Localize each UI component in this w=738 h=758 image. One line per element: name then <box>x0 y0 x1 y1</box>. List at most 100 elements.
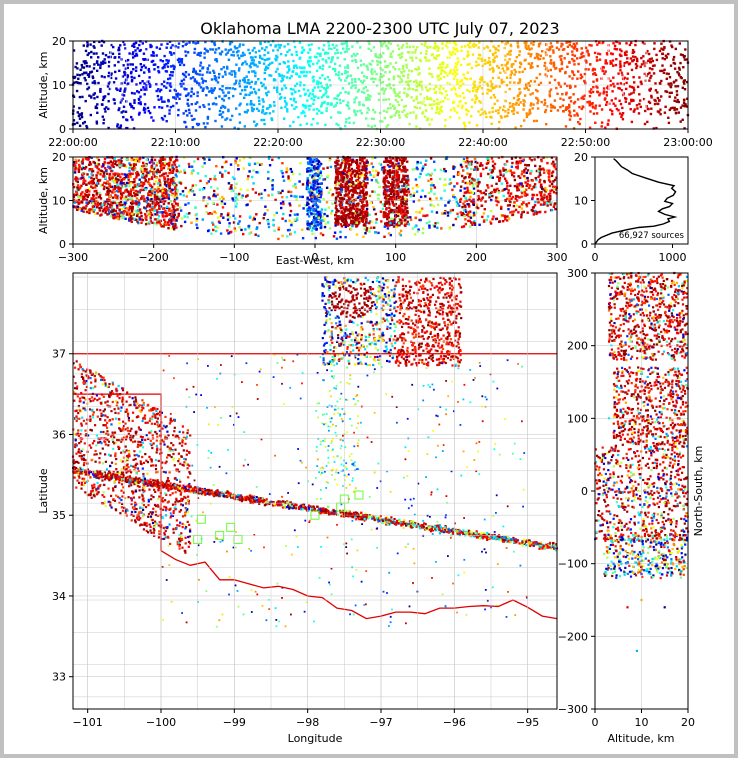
lightning-source <box>307 104 310 108</box>
lightning-source <box>86 82 89 86</box>
lightning-source <box>281 78 285 82</box>
lightning-source <box>205 211 208 214</box>
lightning-source <box>120 156 124 159</box>
lightning-source <box>509 169 512 173</box>
lightning-source <box>118 212 121 215</box>
lightning-source <box>118 48 121 52</box>
lightning-source <box>628 93 631 96</box>
lightning-source <box>295 73 299 76</box>
lightning-source <box>123 90 126 93</box>
lightning-source <box>606 122 610 126</box>
lightning-source <box>257 96 261 99</box>
lightning-source <box>223 161 227 164</box>
lightning-source <box>532 206 535 209</box>
lightning-source <box>174 209 177 212</box>
lightning-source <box>620 113 624 117</box>
lightning-source <box>610 110 614 113</box>
lightning-source <box>609 62 612 65</box>
lightning-source <box>537 99 540 102</box>
lightning-source <box>163 158 167 161</box>
lightning-source <box>342 99 345 103</box>
lightning-source <box>381 203 384 206</box>
lightning-source <box>481 164 484 167</box>
lightning-source <box>293 45 297 49</box>
lightning-source <box>394 186 397 190</box>
lightning-source <box>135 83 138 86</box>
lightning-source <box>493 86 496 89</box>
lightning-source <box>470 115 473 118</box>
lightning-source <box>543 203 546 206</box>
lightning-source <box>415 95 418 98</box>
lightning-source <box>464 102 467 105</box>
lightning-source <box>555 46 559 49</box>
lightning-source <box>286 71 289 74</box>
lightning-source <box>235 182 238 186</box>
lightning-source <box>434 91 437 95</box>
lightning-source <box>589 91 592 94</box>
lightning-source <box>467 54 470 57</box>
lightning-source <box>153 191 156 194</box>
lightning-source <box>678 74 681 77</box>
lightning-source <box>639 65 642 69</box>
lightning-source <box>500 116 503 119</box>
lightning-source <box>245 111 248 114</box>
lightning-source <box>686 105 689 108</box>
lightning-source <box>505 160 509 163</box>
lightning-source <box>280 87 284 90</box>
lightning-source <box>259 42 262 46</box>
lightning-source <box>609 52 613 55</box>
lightning-source <box>315 218 318 221</box>
lightning-source <box>648 71 651 75</box>
lightning-source <box>406 211 409 214</box>
lightning-source <box>553 106 556 109</box>
lightning-source <box>519 159 522 163</box>
lightning-source <box>250 80 253 84</box>
lightning-source <box>75 62 79 65</box>
lightning-source <box>363 227 366 231</box>
lightning-source <box>618 112 622 115</box>
lightning-source <box>362 195 365 198</box>
lightning-source <box>285 102 288 105</box>
lightning-source <box>199 51 203 54</box>
lightning-source <box>488 168 492 172</box>
lightning-source <box>396 100 399 104</box>
lightning-source <box>505 197 509 201</box>
lightning-source <box>174 186 177 189</box>
lightning-source <box>529 112 532 115</box>
lightning-source <box>147 193 150 197</box>
lightning-source <box>304 104 307 107</box>
lightning-source <box>311 93 314 96</box>
lightning-source <box>451 72 455 75</box>
lightning-source <box>598 104 601 107</box>
lightning-source <box>219 53 223 56</box>
lightning-source <box>440 110 444 113</box>
lightning-source <box>490 85 493 88</box>
lightning-source <box>258 163 262 166</box>
lightning-source <box>530 62 534 65</box>
lightning-source <box>109 160 112 164</box>
lightning-source <box>109 215 113 218</box>
lightning-source <box>378 78 381 82</box>
streak <box>146 41 148 107</box>
lightning-source <box>344 41 348 45</box>
lightning-source <box>168 77 172 80</box>
lightning-source <box>267 222 270 226</box>
lightning-source <box>128 214 131 217</box>
lightning-source <box>308 48 312 51</box>
lightning-source <box>118 69 121 72</box>
lightning-source <box>217 47 221 50</box>
lightning-source <box>231 114 234 118</box>
lightning-source <box>430 210 434 213</box>
lightning-source <box>233 126 236 129</box>
lightning-source <box>163 54 166 58</box>
lightning-source <box>362 87 365 90</box>
lightning-source <box>157 71 161 74</box>
lightning-source <box>247 78 250 82</box>
lightning-source <box>210 232 213 235</box>
lightning-source <box>250 91 254 94</box>
lightning-source <box>163 114 167 118</box>
lightning-source <box>308 92 312 95</box>
lightning-source <box>248 52 251 55</box>
lightning-source <box>572 102 576 105</box>
lightning-source <box>647 59 650 62</box>
